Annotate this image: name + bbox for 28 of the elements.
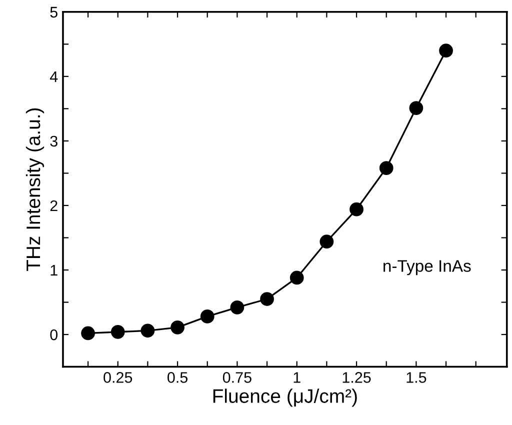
y-tick-label: 0 bbox=[50, 329, 58, 340]
x-tick-label: 1.25 bbox=[342, 372, 371, 383]
point bbox=[170, 320, 184, 334]
y-tick-label: 1 bbox=[50, 265, 58, 276]
point bbox=[320, 234, 334, 249]
point bbox=[350, 202, 364, 216]
y-axis-title: THz Intensity (a.u.) bbox=[26, 108, 44, 272]
y-tick-label: 2 bbox=[50, 200, 58, 212]
x-tick-label: 0.5 bbox=[168, 372, 188, 383]
point bbox=[140, 324, 155, 338]
point bbox=[110, 324, 125, 339]
point bbox=[379, 161, 394, 175]
x-tick-label: 1 bbox=[294, 372, 300, 383]
point bbox=[230, 300, 244, 314]
x-axis-title: Fluence (μJ/cm²) bbox=[213, 388, 357, 407]
y-tick-label: 5 bbox=[50, 6, 58, 18]
y-tick-label: 3 bbox=[50, 136, 58, 147]
annotation: n-Type InAs bbox=[384, 260, 471, 276]
point bbox=[200, 310, 214, 324]
x-tick-label: 0.25 bbox=[104, 372, 132, 383]
point bbox=[290, 270, 304, 285]
point bbox=[439, 44, 453, 58]
x-tick-label: 0.75 bbox=[222, 372, 252, 383]
x-tick-label: 1.5 bbox=[406, 372, 426, 383]
point bbox=[260, 292, 274, 306]
point bbox=[81, 326, 95, 340]
point bbox=[409, 101, 424, 115]
y-tick-label: 4 bbox=[50, 71, 58, 82]
